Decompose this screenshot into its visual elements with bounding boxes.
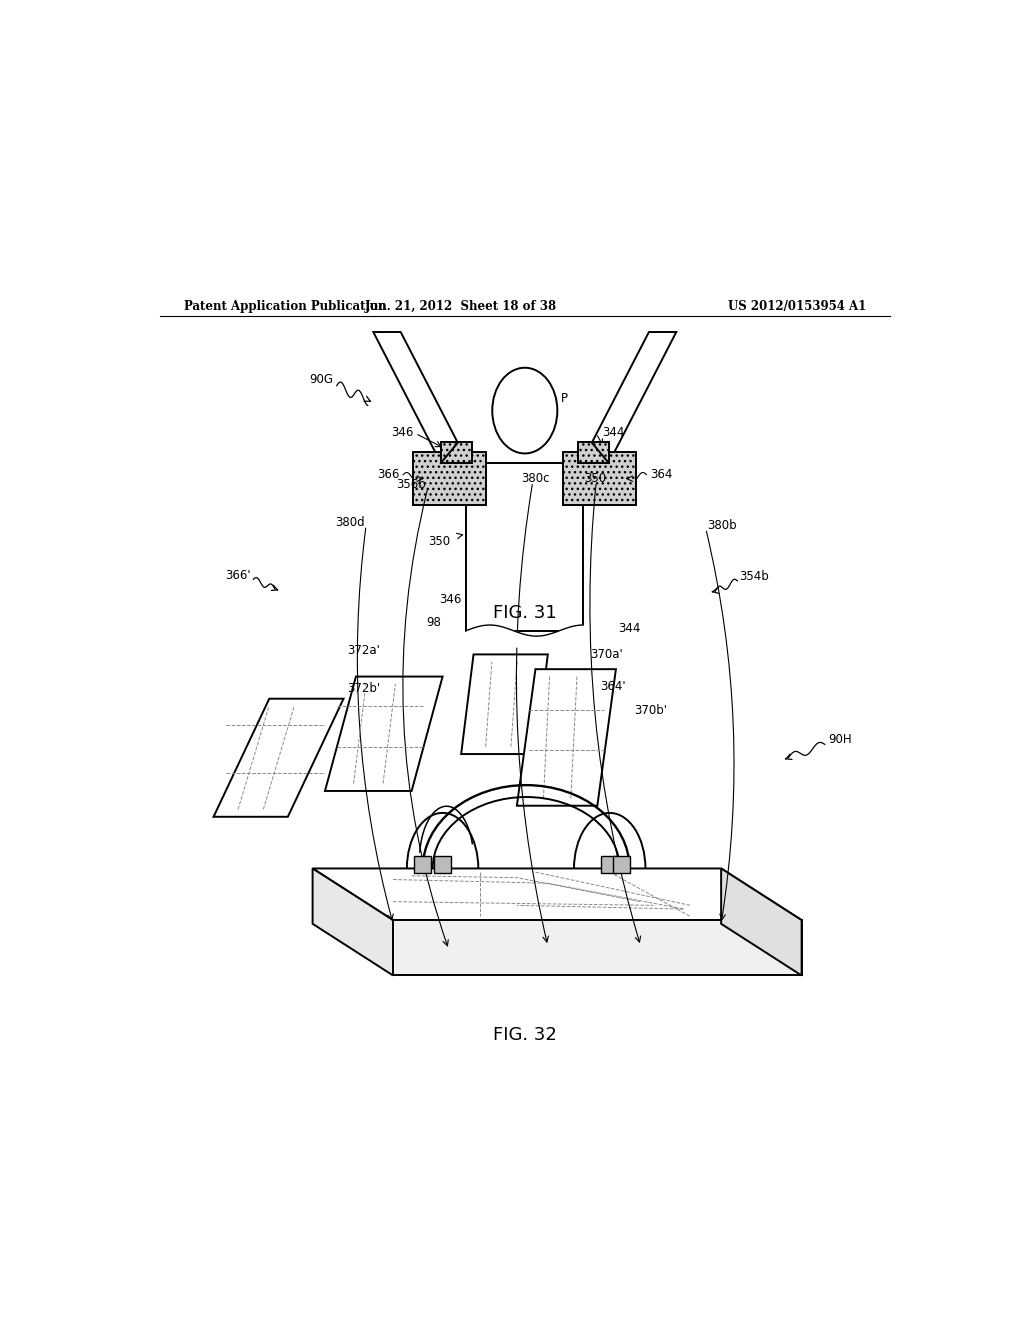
Polygon shape: [613, 855, 631, 874]
Polygon shape: [312, 869, 393, 975]
Text: 346: 346: [439, 593, 461, 606]
Text: 364': 364': [600, 680, 626, 693]
Text: 380d: 380d: [335, 516, 365, 529]
Polygon shape: [721, 869, 802, 975]
Polygon shape: [374, 333, 468, 463]
Text: 370a': 370a': [590, 648, 623, 661]
Polygon shape: [461, 655, 548, 754]
Text: 98: 98: [427, 616, 441, 630]
Text: 380c: 380c: [521, 473, 549, 484]
Text: 366': 366': [225, 569, 251, 582]
Text: 372b': 372b': [347, 682, 380, 696]
Polygon shape: [414, 855, 431, 874]
Polygon shape: [214, 698, 343, 817]
Polygon shape: [325, 677, 442, 791]
Polygon shape: [582, 333, 676, 463]
Text: Patent Application Publication: Patent Application Publication: [183, 300, 386, 313]
Polygon shape: [563, 453, 636, 504]
Polygon shape: [466, 463, 584, 631]
Text: 356b: 356b: [396, 478, 426, 491]
Polygon shape: [578, 442, 608, 463]
Text: 364: 364: [650, 469, 673, 482]
Text: 366: 366: [377, 469, 399, 482]
Polygon shape: [601, 855, 618, 874]
Polygon shape: [312, 869, 802, 920]
Text: 380b: 380b: [708, 519, 737, 532]
Polygon shape: [434, 855, 452, 874]
Text: 350: 350: [585, 473, 606, 484]
Polygon shape: [414, 453, 486, 504]
Polygon shape: [441, 442, 472, 463]
Polygon shape: [517, 669, 615, 805]
Text: 372a': 372a': [347, 644, 380, 657]
Text: 354b: 354b: [739, 570, 769, 583]
Text: 90G: 90G: [309, 372, 333, 385]
Text: Jun. 21, 2012  Sheet 18 of 38: Jun. 21, 2012 Sheet 18 of 38: [366, 300, 557, 313]
Text: P: P: [561, 392, 568, 405]
Text: 344: 344: [618, 622, 641, 635]
Text: 370b': 370b': [634, 704, 668, 717]
Ellipse shape: [493, 368, 557, 454]
Text: FIG. 32: FIG. 32: [493, 1026, 557, 1044]
Text: 346: 346: [391, 426, 414, 440]
Text: 344: 344: [602, 426, 625, 440]
Text: US 2012/0153954 A1: US 2012/0153954 A1: [728, 300, 866, 313]
Text: 90H: 90H: [828, 733, 852, 746]
Polygon shape: [393, 920, 802, 975]
Text: FIG. 31: FIG. 31: [493, 603, 557, 622]
Text: 350: 350: [428, 535, 451, 548]
